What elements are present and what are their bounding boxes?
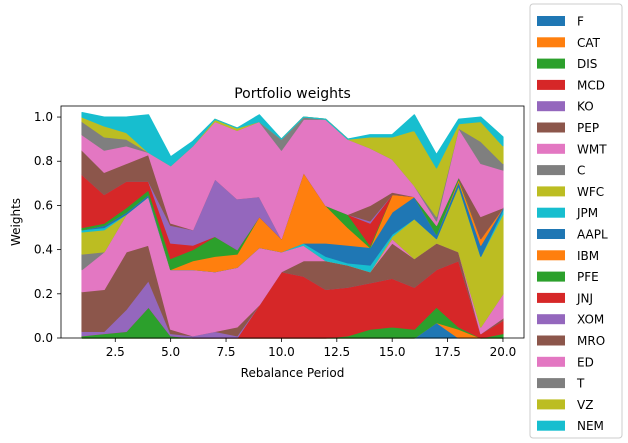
- x-tick-label: 15.0: [379, 345, 406, 359]
- legend-swatch-mro: [537, 335, 565, 346]
- legend-label-wfc: WFC: [577, 185, 604, 199]
- legend-swatch-ed: [537, 356, 565, 367]
- legend-label-mcd: MCD: [577, 78, 605, 92]
- legend-swatch-jnj: [537, 292, 565, 303]
- legend-swatch-mcd: [537, 79, 565, 90]
- legend-label-vz: VZ: [577, 398, 593, 412]
- x-axis-title: Rebalance Period: [241, 366, 345, 380]
- legend-label-pfe: PFE: [577, 270, 599, 284]
- legend-label-ko: KO: [577, 100, 594, 114]
- legend-label-xom: XOM: [577, 313, 604, 327]
- legend-label-aapl: AAPL: [577, 228, 608, 242]
- legend-label-jpm: JPM: [576, 206, 598, 220]
- legend-swatch-f: [537, 16, 565, 26]
- x-tick-label: 12.5: [323, 345, 350, 359]
- legend-swatch-jpm: [537, 207, 565, 218]
- x-tick-label: 7.5: [216, 345, 235, 359]
- legend-swatch-vz: [537, 399, 565, 410]
- legend-swatch-wfc: [537, 186, 565, 197]
- legend-swatch-dis: [537, 58, 565, 69]
- legend-label-c: C: [577, 164, 585, 178]
- legend-swatch-nem: [537, 420, 565, 431]
- legend-swatch-t: [537, 378, 565, 389]
- plot-frame: [60, 105, 525, 339]
- legend-label-pep: PEP: [577, 121, 599, 135]
- legend-swatch-ibm: [537, 250, 565, 261]
- legend-swatch-cat: [537, 37, 565, 48]
- y-axis-title: Weights: [9, 198, 23, 246]
- chart-title: Portfolio weights: [234, 86, 351, 102]
- legend-label-f: F: [577, 15, 584, 29]
- x-tick-label: 17.5: [434, 345, 461, 359]
- legend-swatch-ko: [537, 101, 565, 112]
- legend-label-cat: CAT: [577, 36, 601, 50]
- legend-swatch-xom: [537, 314, 565, 325]
- x-tick-label: 5.0: [161, 345, 180, 359]
- legend-label-dis: DIS: [577, 57, 597, 71]
- x-tick-label: 10.0: [268, 345, 295, 359]
- legend-label-mro: MRO: [577, 334, 605, 348]
- area-nem: [81, 112, 504, 169]
- legend-items: F CAT DIS MCD KO PEP WMT C WFC JPM AAPL IBM PFE JNJ XO…: [537, 15, 608, 433]
- y-tick-label: 0.4: [34, 243, 53, 257]
- legend-label-nem: NEM: [577, 419, 604, 433]
- legend-swatch-wmt: [537, 143, 565, 154]
- legend-swatch-pep: [537, 122, 565, 133]
- y-tick-label: 0.0: [34, 331, 53, 345]
- legend-label-t: T: [576, 377, 585, 391]
- legend-swatch-c: [537, 165, 565, 176]
- stacked-areas: [81, 112, 504, 339]
- y-tick-label: 1.0: [34, 110, 53, 124]
- y-axis-ticks: 0.0 0.2 0.4 0.6 0.8 1.0: [34, 110, 61, 345]
- x-tick-label: 2.5: [106, 345, 125, 359]
- y-tick-label: 0.8: [34, 154, 53, 168]
- legend-label-jnj: JNJ: [576, 291, 593, 305]
- legend-box: [529, 3, 623, 439]
- x-axis-ticks: 2.5 5.0 7.5 10.0 12.5 15.0 17.5 20.0: [106, 338, 517, 359]
- legend-label-wmt: WMT: [577, 142, 607, 156]
- y-tick-label: 0.6: [34, 198, 53, 212]
- legend: F CAT DIS MCD KO PEP WMT C WFC JPM AAPL IBM PFE JNJ XO…: [529, 3, 623, 439]
- legend-label-ed: ED: [577, 355, 594, 369]
- x-tick-label: 20.0: [490, 345, 517, 359]
- y-tick-label: 0.2: [34, 287, 53, 301]
- legend-swatch-pfe: [537, 271, 565, 282]
- legend-swatch-aapl: [537, 229, 565, 239]
- legend-label-ibm: IBM: [577, 249, 599, 263]
